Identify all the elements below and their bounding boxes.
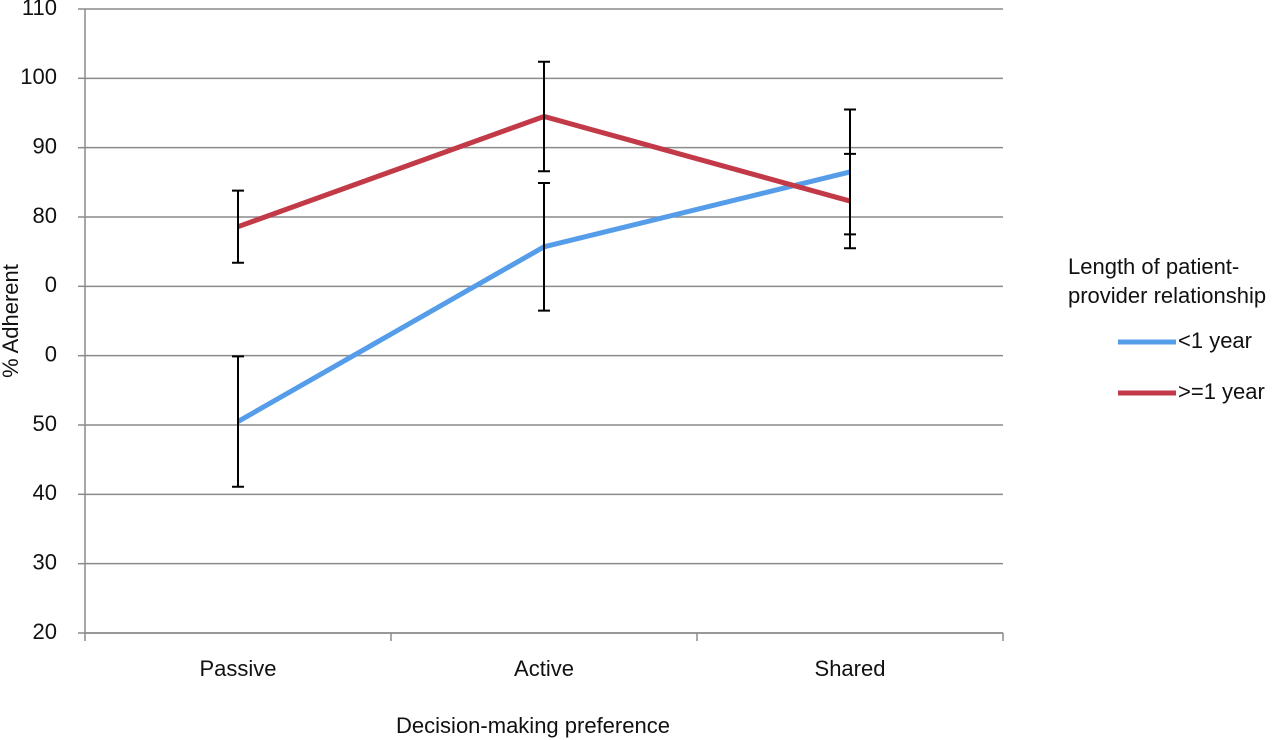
x-axis-label: Decision-making preference (396, 713, 670, 738)
y-tick-label: 50 (33, 411, 57, 436)
legend-title: provider relationship (1068, 283, 1266, 308)
y-tick-label: 30 (33, 549, 57, 574)
y-tick-label: 0 (45, 341, 57, 366)
x-tick-label: Active (514, 656, 574, 681)
error-bar (844, 152, 856, 250)
error-bar (538, 60, 550, 173)
legend-label: >=1 year (1178, 379, 1265, 404)
y-tick-label: 0 (45, 272, 57, 297)
y-tick-label: 40 (33, 480, 57, 505)
error-bar (538, 182, 550, 312)
y-axis-label: % Adherent (0, 264, 23, 378)
y-tick-label: 20 (33, 619, 57, 644)
y-tick-label: 90 (33, 133, 57, 158)
x-tick-label: Passive (199, 656, 276, 681)
error-bar (232, 355, 244, 488)
legend-label: <1 year (1178, 328, 1252, 353)
y-tick-label: 110 (22, 0, 57, 20)
error-bar (232, 189, 244, 264)
x-tick-label: Shared (815, 656, 886, 681)
y-tick-label: 100 (20, 64, 57, 89)
legend-title: Length of patient- (1068, 254, 1239, 279)
y-tick-label: 80 (33, 203, 57, 228)
